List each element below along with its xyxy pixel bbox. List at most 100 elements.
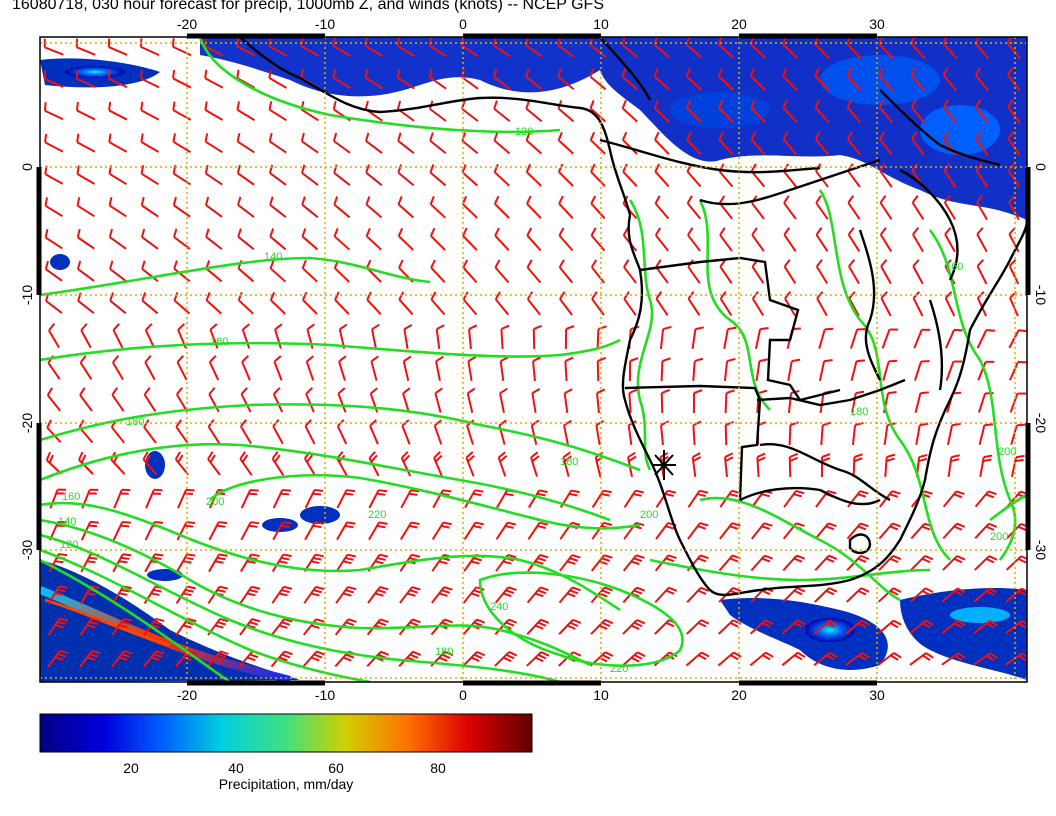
wind-barb <box>724 452 734 478</box>
wind-barb <box>815 227 829 252</box>
wind-barb <box>660 357 671 382</box>
wind-barb <box>76 228 95 250</box>
wind-barb <box>623 489 644 508</box>
wind-barb <box>782 587 806 603</box>
precipitation-layer <box>40 37 1027 682</box>
wind-barb <box>107 38 128 56</box>
wind-barb <box>526 586 549 604</box>
wind-barb <box>463 521 484 540</box>
wind-barb <box>813 651 838 666</box>
wind-barb <box>558 259 574 284</box>
lon-tick-label: 10 <box>593 16 609 32</box>
wind-barb <box>173 260 191 283</box>
colorbar-tick-label: 40 <box>228 760 244 776</box>
wind-barb <box>432 489 452 509</box>
wind-barb <box>945 360 962 381</box>
wind-barb <box>108 196 127 218</box>
colorbar-gradient <box>39 713 533 753</box>
wind-barb <box>783 489 805 508</box>
wind-barb <box>975 99 989 124</box>
wind-barb <box>976 259 988 285</box>
wind-barb <box>654 163 670 188</box>
wind-barb <box>687 489 709 508</box>
wind-barb <box>525 100 543 123</box>
wind-barb <box>493 100 511 123</box>
wind-barb <box>397 132 415 154</box>
wind-barb <box>846 131 861 156</box>
wind-barb <box>596 356 607 382</box>
wind-barb <box>850 359 866 381</box>
wind-barb <box>977 360 995 381</box>
wind-barb <box>237 228 255 251</box>
wind-barb <box>78 451 94 475</box>
wind-barb <box>109 292 127 315</box>
wind-barb <box>274 323 283 349</box>
wind-barb <box>820 453 831 478</box>
wind-barb <box>47 649 69 668</box>
wind-barb <box>621 99 639 123</box>
wind-barb <box>402 355 412 381</box>
wind-barb <box>207 451 221 476</box>
wind-barb <box>973 587 998 603</box>
wind-barb <box>687 227 701 252</box>
wind-barb <box>208 355 220 381</box>
asterisk-marker-icon <box>652 450 676 480</box>
wind-barb <box>628 388 638 414</box>
wind-barb <box>204 101 224 121</box>
wind-barb <box>782 67 798 91</box>
wind-barb <box>814 522 837 540</box>
wind-barb <box>495 521 517 540</box>
wind-barb <box>783 195 797 220</box>
wind-barb <box>47 617 69 636</box>
wind-barb <box>403 324 413 350</box>
lat-tick-label: 0 <box>19 163 35 171</box>
wind-barb <box>847 195 861 220</box>
wind-barb <box>269 196 287 218</box>
contour-label: 160 <box>62 491 80 503</box>
wind-barb <box>654 131 670 155</box>
wind-barb <box>692 357 704 382</box>
wind-barb <box>269 228 287 251</box>
wind-barb <box>205 291 223 315</box>
wind-barb <box>272 387 284 413</box>
wind-barb <box>332 69 352 90</box>
contour-label: 160 <box>945 261 963 273</box>
lon-tick-label: 0 <box>459 16 467 32</box>
wind-barb <box>563 388 573 414</box>
wind-barb <box>365 132 383 154</box>
wind-barb <box>910 99 926 124</box>
lat-ticks-right: 0 -10 -20 -30 <box>1033 163 1049 560</box>
wind-barb <box>431 521 452 541</box>
wind-barb <box>877 652 902 666</box>
wind-barb <box>849 328 866 349</box>
wind-barb <box>788 421 799 446</box>
wind-barb <box>975 131 989 156</box>
wind-barb <box>1005 587 1027 603</box>
wind-barb <box>206 650 229 668</box>
contour-label: 180 <box>850 406 868 418</box>
contour-label: 120 <box>515 126 533 138</box>
height-contour-layer <box>40 37 1027 682</box>
wind-barb <box>44 133 64 153</box>
wind-barb <box>947 454 960 478</box>
contour-label: 220 <box>610 663 628 675</box>
wind-barb <box>749 619 774 635</box>
wind-barb <box>366 291 382 315</box>
wind-barb <box>112 355 124 381</box>
wind-barb <box>366 259 382 283</box>
wind-barb <box>527 489 548 509</box>
wind-barb <box>269 291 286 315</box>
wind-barb <box>174 451 190 476</box>
wind-barb <box>44 197 64 218</box>
wind-barb <box>48 323 60 349</box>
colorbar-tick-label: 80 <box>430 760 446 776</box>
wind-barb <box>818 327 834 349</box>
wind-barb <box>435 355 444 382</box>
wind-barb <box>787 358 801 382</box>
wind-barb <box>943 99 957 124</box>
wind-barb <box>236 37 256 57</box>
wind-barb <box>847 490 869 508</box>
wind-barb <box>305 355 315 381</box>
lon-tick-label: -20 <box>177 687 197 703</box>
wind-barb <box>462 227 478 251</box>
